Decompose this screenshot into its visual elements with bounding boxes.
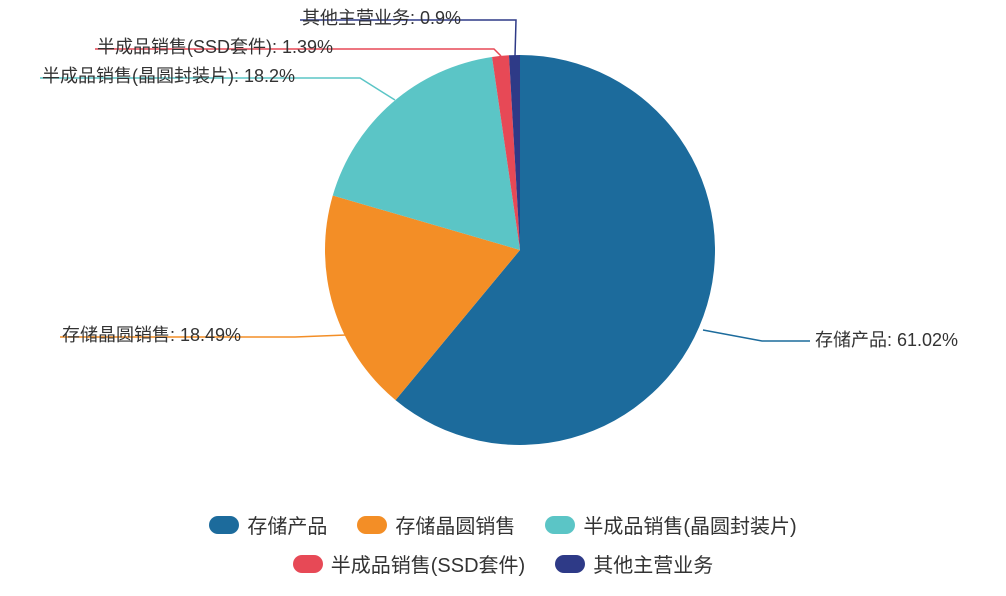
legend-swatch — [209, 516, 239, 534]
legend-swatch — [545, 516, 575, 534]
legend-label: 存储晶圆销售 — [395, 510, 515, 539]
slice-label-storage-product: 存储产品: 61.02% — [815, 330, 958, 352]
legend-label: 半成品销售(SSD套件) — [331, 549, 525, 578]
legend-label: 其他主营业务 — [593, 549, 713, 578]
slice-label-other: 其他主营业务: 0.9% — [302, 8, 461, 30]
legend: 存储产品 存储晶圆销售 半成品销售(晶圆封装片) 半成品销售(SSD套件) 其他… — [0, 510, 1006, 578]
legend-label: 存储产品 — [247, 510, 327, 539]
legend-label: 半成品销售(晶圆封装片) — [583, 510, 796, 539]
pie-chart-svg — [0, 0, 1006, 596]
legend-item: 存储产品 — [209, 510, 327, 539]
slice-label-wafer-sales: 存储晶圆销售: 18.49% — [62, 325, 241, 347]
legend-item: 半成品销售(晶圆封装片) — [545, 510, 796, 539]
legend-item: 存储晶圆销售 — [357, 510, 515, 539]
slice-label-wafer-package: 半成品销售(晶圆封装片): 18.2% — [42, 66, 295, 88]
legend-swatch — [293, 555, 323, 573]
legend-row: 半成品销售(SSD套件) 其他主营业务 — [293, 549, 713, 578]
legend-swatch — [357, 516, 387, 534]
pie-chart-container: 存储产品: 61.02% 存储晶圆销售: 18.49% 半成品销售(晶圆封装片)… — [0, 0, 1006, 596]
legend-row: 存储产品 存储晶圆销售 半成品销售(晶圆封装片) — [209, 510, 796, 539]
legend-item: 其他主营业务 — [555, 549, 713, 578]
legend-item: 半成品销售(SSD套件) — [293, 549, 525, 578]
legend-swatch — [555, 555, 585, 573]
slice-label-ssd-kit: 半成品销售(SSD套件): 1.39% — [97, 37, 333, 59]
